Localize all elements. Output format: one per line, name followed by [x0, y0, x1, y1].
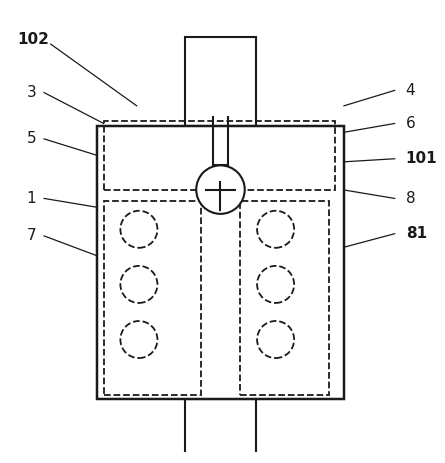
Bar [104, 121, 335, 190]
Bar [185, 38, 256, 125]
Bar [104, 200, 201, 394]
Text: 3: 3 [26, 85, 36, 100]
Circle shape [121, 211, 158, 248]
Text: 7: 7 [26, 228, 36, 244]
Circle shape [257, 211, 294, 248]
Circle shape [257, 266, 294, 303]
Bar [240, 200, 328, 394]
Circle shape [196, 165, 245, 214]
Circle shape [257, 321, 294, 358]
Text: 5: 5 [26, 131, 36, 146]
Circle shape [121, 266, 158, 303]
Text: 101: 101 [406, 151, 437, 166]
Text: 6: 6 [406, 116, 416, 131]
Circle shape [121, 321, 158, 358]
Bar [97, 125, 344, 399]
Text: 4: 4 [406, 83, 415, 98]
Bar [185, 399, 256, 463]
Text: 81: 81 [406, 226, 427, 241]
Text: 8: 8 [406, 191, 415, 206]
Text: 102: 102 [18, 32, 49, 47]
Text: 1: 1 [26, 191, 36, 206]
